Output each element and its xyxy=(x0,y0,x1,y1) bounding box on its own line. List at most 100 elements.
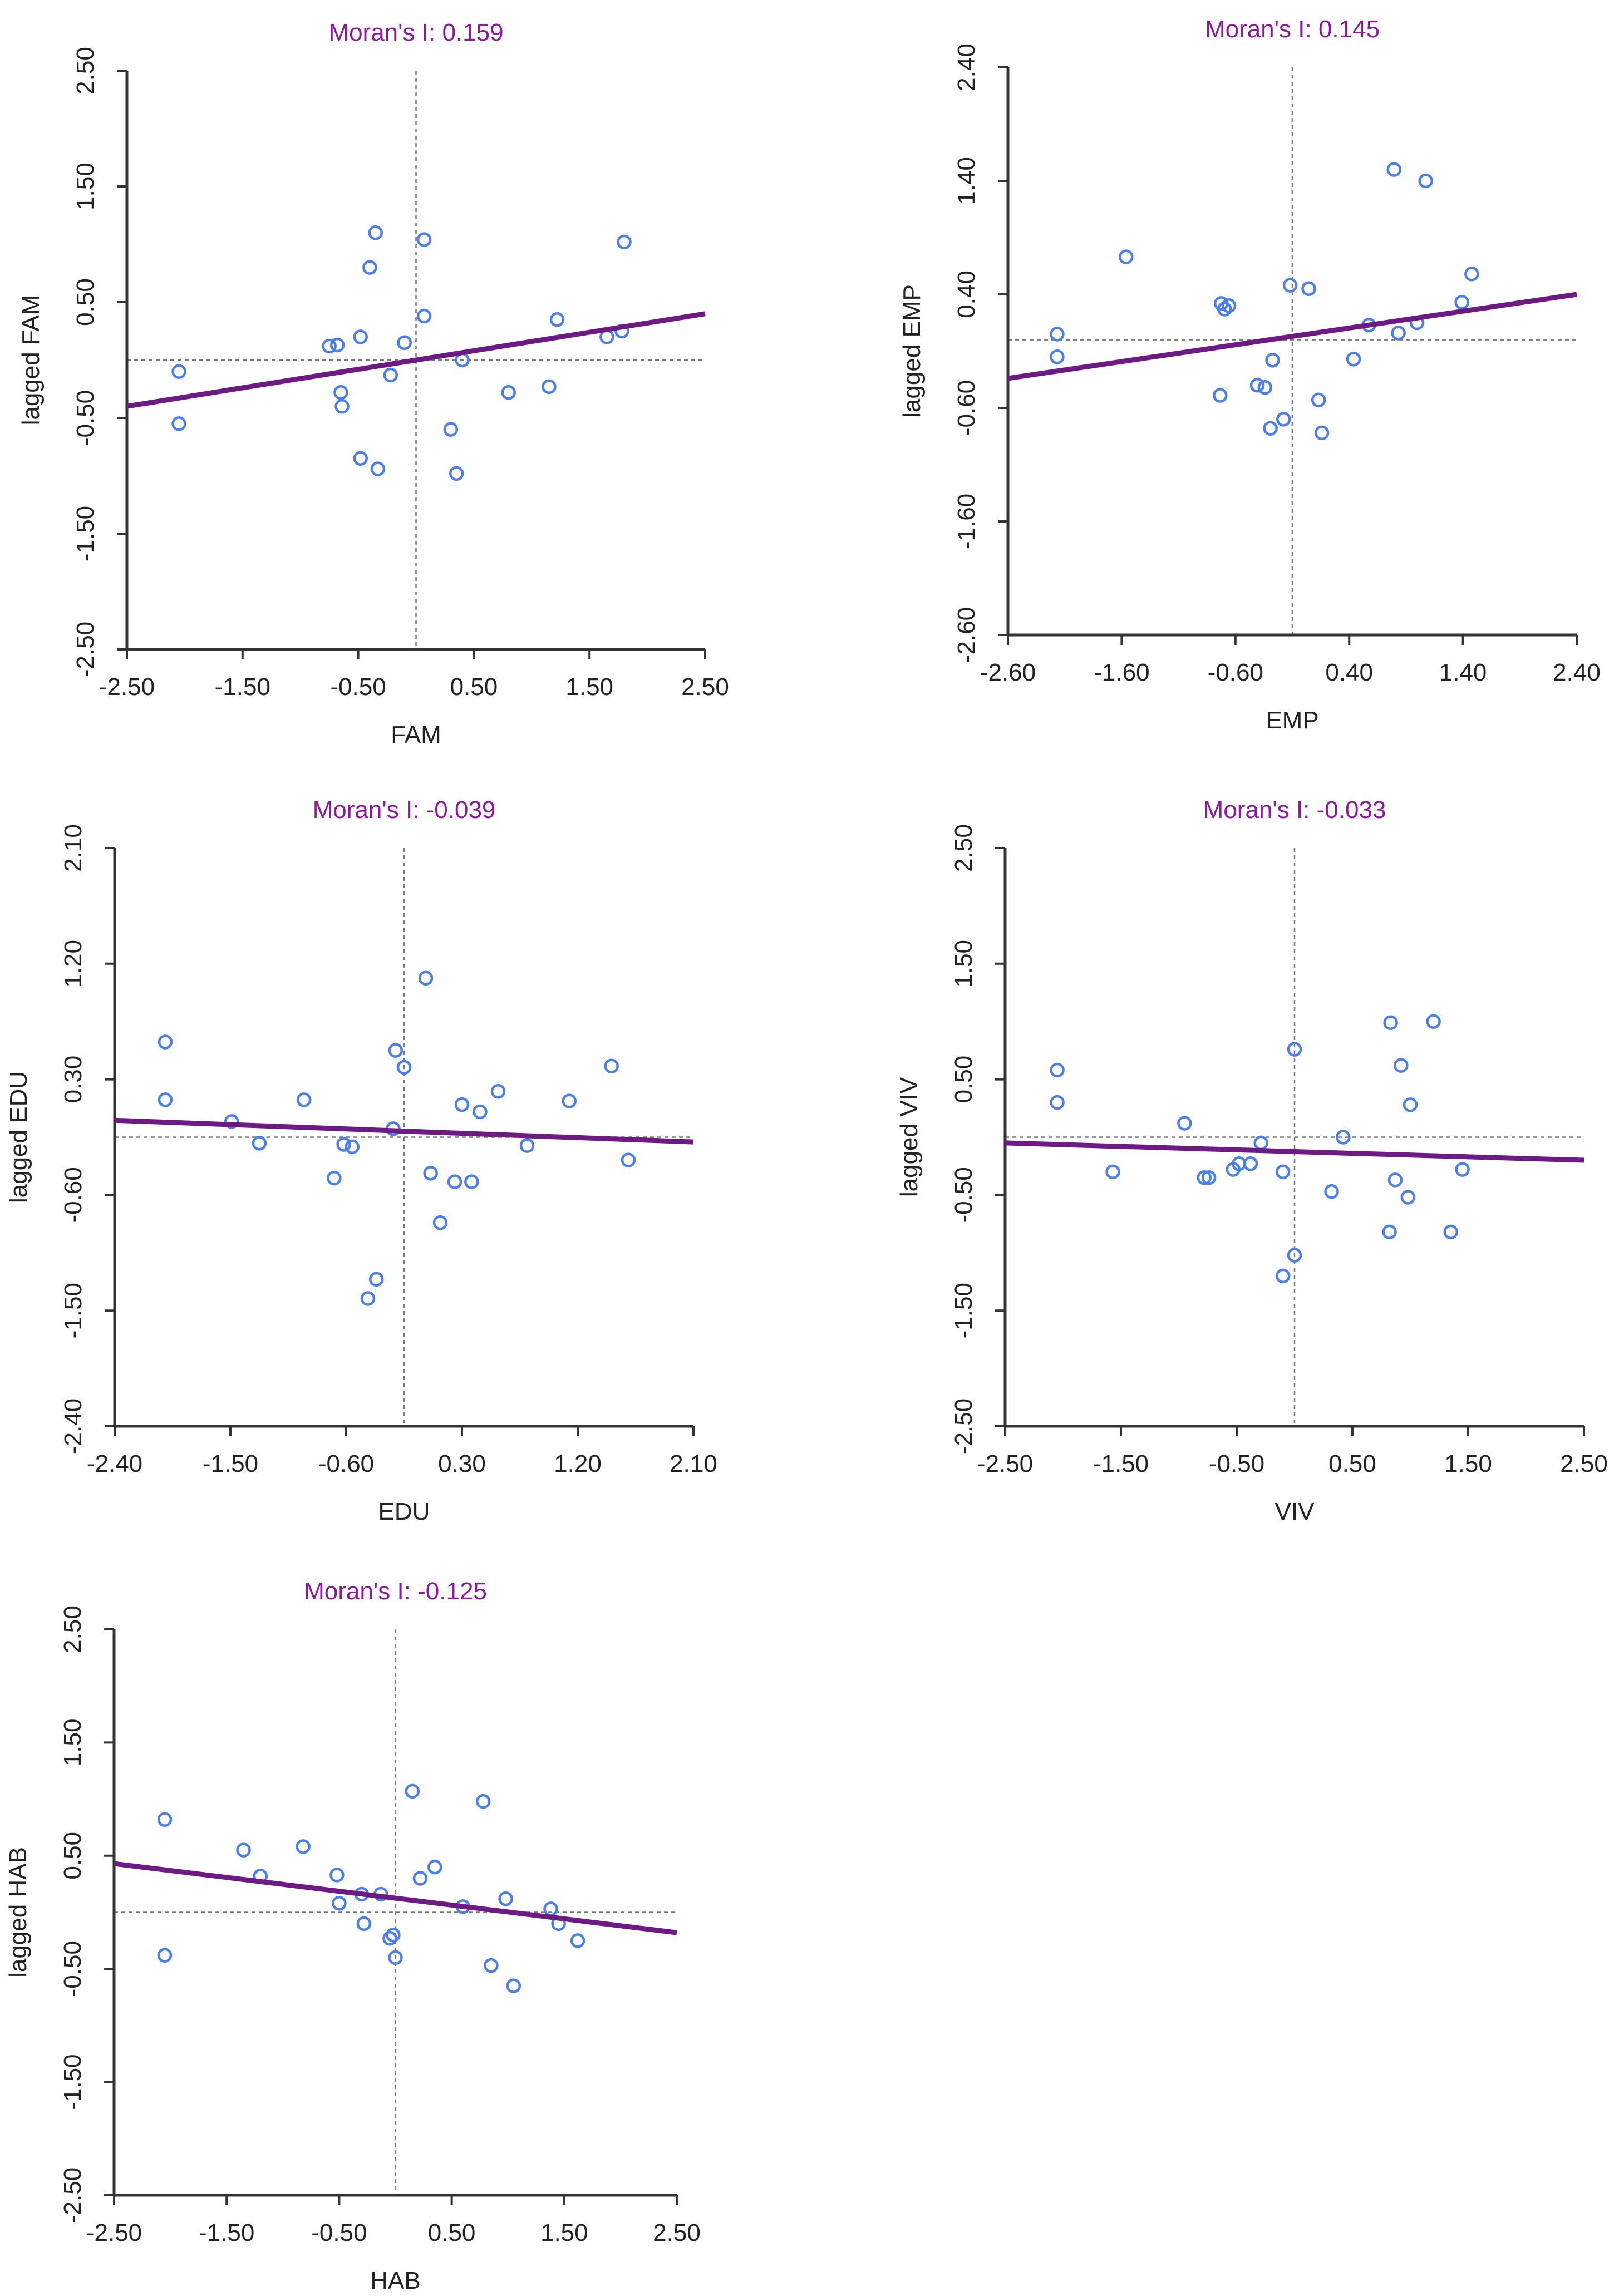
data-point xyxy=(1382,1224,1397,1240)
y-tick-label: -2.50 xyxy=(950,1398,977,1454)
y-tick-label: -0.50 xyxy=(72,390,99,446)
data-point xyxy=(1383,1015,1398,1031)
data-point xyxy=(1394,1058,1409,1073)
x-tick-label: 2.50 xyxy=(653,2219,701,2246)
data-point xyxy=(1050,1095,1065,1110)
y-tick-label: 0.50 xyxy=(59,1832,86,1880)
y-tick-label: 2.50 xyxy=(950,824,977,872)
data-point xyxy=(1426,1014,1441,1029)
x-tick-label: 0.40 xyxy=(1325,659,1373,686)
data-point xyxy=(345,1139,360,1155)
chart-panel-viv: Moran's I: -0.033 -2.50 -1.50 -0.50 0.50 1.50… xyxy=(895,796,1608,1525)
data-point xyxy=(1050,1062,1065,1078)
data-point xyxy=(388,1043,403,1058)
data-point xyxy=(1275,1268,1291,1284)
data-point xyxy=(370,461,386,476)
data-point xyxy=(1301,281,1316,297)
data-point xyxy=(353,329,368,344)
y-tick-label: 2.40 xyxy=(953,43,980,91)
x-tick-label: 0.50 xyxy=(450,673,498,701)
y-axis-label: lagged HAB xyxy=(4,1847,32,1978)
x-tick-label: -2.40 xyxy=(87,1450,142,1477)
y-tick-label: -0.60 xyxy=(60,1167,87,1223)
data-point xyxy=(519,1138,535,1153)
x-tick-label: -0.50 xyxy=(311,2219,367,2246)
data-point xyxy=(1418,173,1434,189)
data-point xyxy=(157,1948,173,1963)
y-tick-label: -0.50 xyxy=(59,1941,86,1997)
y-tick-label: 0.30 xyxy=(60,1056,87,1103)
x-axis-label: EDU xyxy=(378,1498,430,1525)
y-tick-label: 2.50 xyxy=(72,47,99,95)
chart-panel-fam: Moran's I: 0.159 -2.50 -1.50 -0.50 0.50 1.50 2… xyxy=(17,19,729,748)
x-tick-label: -0.50 xyxy=(1209,1450,1264,1477)
data-point xyxy=(549,312,565,327)
data-point xyxy=(1221,298,1237,313)
x-tick-label: -1.50 xyxy=(199,2219,254,2246)
data-point xyxy=(158,1034,173,1050)
y-tick-label: -0.50 xyxy=(950,1167,977,1223)
data-point xyxy=(542,379,557,395)
data-point xyxy=(329,337,345,353)
data-point xyxy=(562,1093,577,1108)
y-tick-label: -1.60 xyxy=(953,494,980,549)
x-axis-label: VIV xyxy=(1275,1498,1315,1525)
data-point xyxy=(432,1215,448,1230)
data-point xyxy=(1201,1170,1217,1185)
data-point xyxy=(1265,353,1280,368)
data-point xyxy=(1287,1248,1302,1263)
data-point xyxy=(327,1170,342,1186)
data-point xyxy=(158,1092,173,1107)
data-point xyxy=(329,1868,345,1883)
data-point xyxy=(416,232,432,247)
x-tick-label: -1.50 xyxy=(215,673,270,701)
x-tick-label: -0.60 xyxy=(1208,659,1263,686)
data-point xyxy=(1257,380,1273,395)
data-point xyxy=(1443,1224,1459,1240)
data-point xyxy=(353,451,368,466)
chart-title: Moran's I: -0.125 xyxy=(304,1578,487,1605)
x-axis-label: HAB xyxy=(370,2267,420,2294)
data-point xyxy=(1050,327,1065,342)
regression-line xyxy=(114,1117,694,1145)
data-point xyxy=(506,1978,521,1993)
data-point xyxy=(236,1842,251,1858)
chart-panel-edu: Moran's I: -0.039 -2.40 -1.50 -0.60 0.30 1.20… xyxy=(5,796,717,1525)
x-tick-label: -0.50 xyxy=(330,673,386,701)
x-tick-label: 0.50 xyxy=(428,2219,476,2246)
y-tick-label: -1.50 xyxy=(59,2054,86,2110)
x-tick-label: -2.50 xyxy=(99,673,155,701)
y-tick-label: 1.50 xyxy=(950,940,977,988)
data-point xyxy=(501,385,516,400)
y-tick-label: -2.50 xyxy=(59,2167,86,2223)
data-point xyxy=(356,1916,372,1932)
x-tick-label: 1.40 xyxy=(1439,659,1487,686)
data-point xyxy=(1249,377,1265,393)
data-point xyxy=(334,398,350,414)
data-point xyxy=(296,1092,312,1107)
regression-line xyxy=(1005,1140,1584,1163)
data-point xyxy=(368,225,383,240)
y-tick-label: -1.50 xyxy=(60,1283,87,1338)
y-tick-label: -1.50 xyxy=(950,1283,977,1338)
x-tick-label: -0.60 xyxy=(318,1450,374,1477)
x-tick-label: -2.50 xyxy=(86,2219,142,2246)
data-point xyxy=(1282,278,1298,293)
y-tick-label: 0.40 xyxy=(953,270,980,318)
data-point xyxy=(475,1794,491,1809)
data-point xyxy=(416,308,432,324)
data-point xyxy=(1243,1156,1258,1171)
data-point xyxy=(449,466,464,481)
chart-title: Moran's I: 0.159 xyxy=(328,19,503,46)
data-point xyxy=(386,1927,401,1943)
x-tick-label: 2.10 xyxy=(670,1450,717,1477)
chart-panel-emp: Moran's I: 0.145 -2.60 -1.60 -0.60 0.40 1.40 2… xyxy=(898,16,1601,734)
data-point xyxy=(1263,421,1278,436)
y-tick-label: 0.50 xyxy=(950,1056,977,1103)
data-point xyxy=(368,1272,384,1287)
data-point xyxy=(1287,1042,1302,1057)
data-point xyxy=(157,1812,173,1827)
y-tick-label: -2.60 xyxy=(953,607,980,663)
x-tick-label: 0.30 xyxy=(438,1450,486,1477)
